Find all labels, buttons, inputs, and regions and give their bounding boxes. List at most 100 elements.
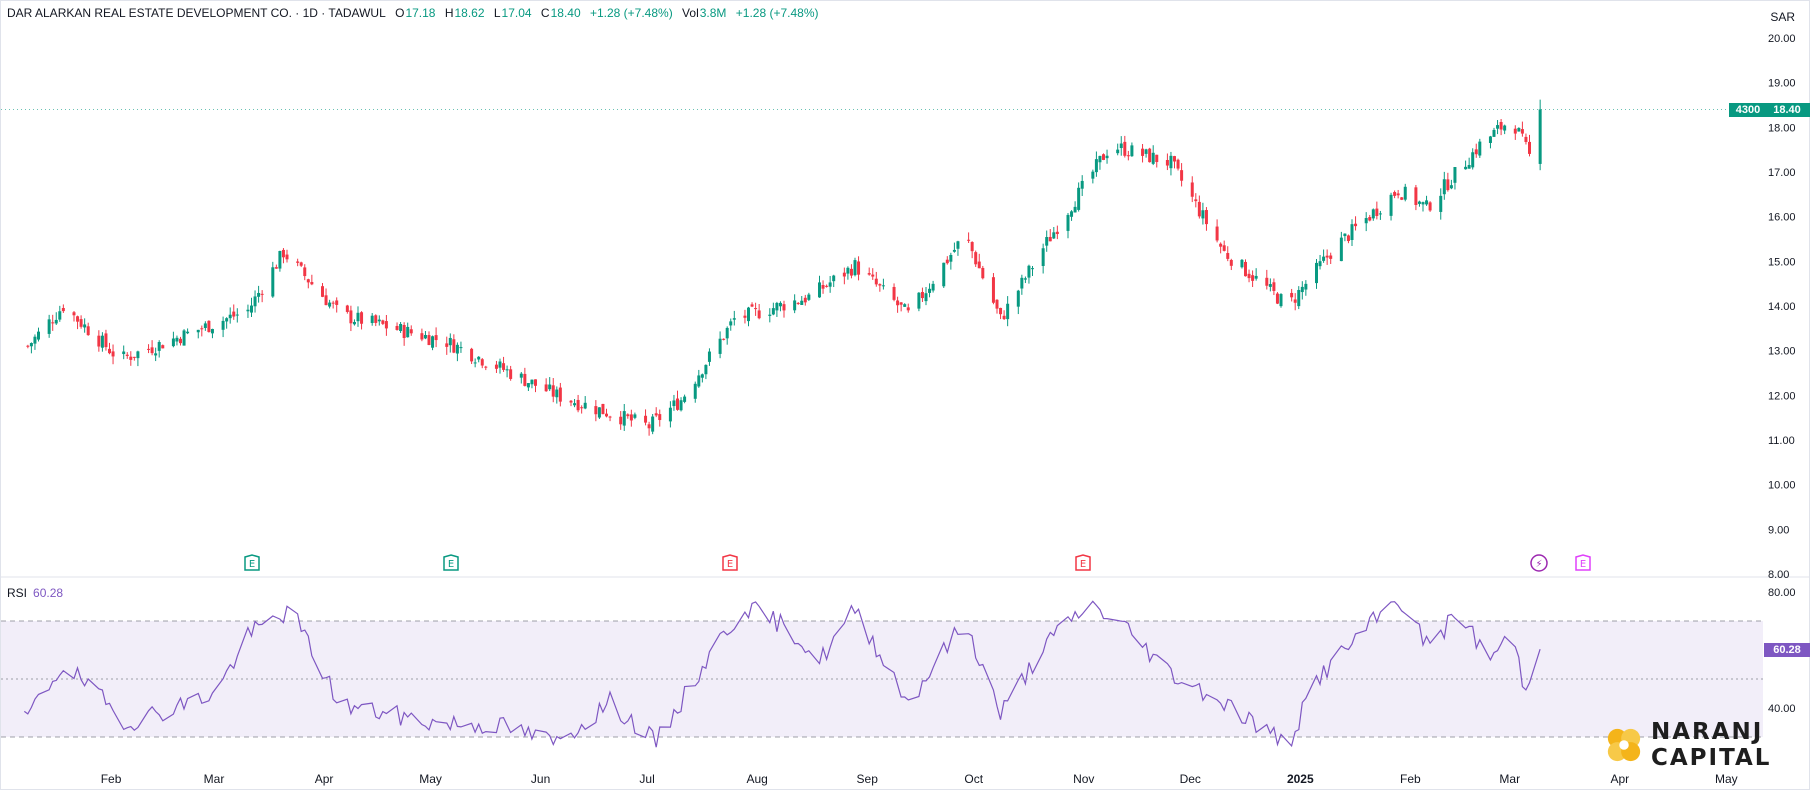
candle-body [995, 299, 999, 309]
candle-body [1400, 197, 1404, 200]
candle-body [1414, 187, 1418, 205]
dividend-flash-icon[interactable]: ⚡ [1530, 554, 1548, 572]
candle-body [704, 364, 708, 375]
rsi-label[interactable]: RSI [7, 586, 28, 600]
candle-body [1478, 141, 1482, 156]
time-axis-label: Jun [531, 772, 550, 786]
candle-body [832, 275, 836, 282]
earnings-marker-icon[interactable]: E [442, 554, 460, 572]
candle-body [991, 277, 995, 303]
candle-body [743, 315, 747, 318]
candle-body [644, 415, 648, 423]
open-label: O [395, 6, 405, 20]
time-axis-label: May [1715, 772, 1738, 786]
candle-body [207, 320, 211, 333]
candle-body [551, 385, 555, 397]
candle-body [729, 321, 733, 326]
candle-body [526, 383, 530, 388]
candle-body [580, 407, 584, 409]
high-value: 18.62 [454, 6, 485, 20]
candle-body [370, 315, 374, 324]
time-axis-label: Nov [1073, 772, 1094, 786]
candle-body [796, 302, 800, 304]
candle-body [952, 249, 956, 252]
candle-body [1513, 128, 1517, 134]
logo: NARANJ CAPITAL [1605, 719, 1771, 771]
candle-body [679, 400, 683, 411]
candle-body [800, 300, 804, 305]
candle-body [842, 272, 846, 277]
candle-body [33, 336, 37, 344]
candle-body [250, 305, 253, 313]
candle-body [1467, 165, 1471, 169]
low-label: L [493, 6, 501, 20]
earnings-marker-icon[interactable]: E [243, 554, 261, 572]
candle-body [1421, 202, 1425, 205]
candle-body [782, 304, 786, 311]
candle-body [271, 267, 275, 297]
candle-body [431, 336, 435, 348]
candle-body [874, 278, 878, 285]
candle-body [452, 339, 456, 353]
candle-body [1464, 166, 1468, 170]
time-axis-label: Jul [639, 772, 654, 786]
candle-body [321, 286, 324, 297]
candle-body [601, 403, 605, 415]
candle-body [1375, 208, 1379, 216]
candle-body [1396, 193, 1400, 196]
earnings-marker-icon[interactable]: E [1574, 554, 1592, 572]
candle-body [892, 286, 896, 300]
candle-body [306, 279, 310, 283]
candle-body [754, 308, 758, 310]
candle-body [235, 314, 239, 316]
candle-body [871, 274, 875, 277]
candle-body [672, 400, 676, 407]
candle-body [374, 315, 378, 323]
candle-body [83, 324, 87, 328]
candle-body [399, 324, 403, 332]
candle-body [335, 300, 339, 305]
symbol-name[interactable]: DAR ALARKAN REAL ESTATE DEVELOPMENT CO. … [7, 6, 386, 20]
earnings-marker-icon[interactable]: E [1074, 554, 1092, 572]
candle-body [356, 312, 360, 322]
candle-body [896, 300, 900, 306]
candle-body [928, 288, 932, 293]
candle-body [434, 335, 438, 341]
candle-body [296, 261, 300, 263]
candle-body [846, 267, 850, 274]
candle-body [210, 328, 214, 334]
candle-body [1173, 156, 1176, 162]
candle-body [150, 347, 154, 354]
candle-body [171, 338, 175, 347]
candle-body [1244, 261, 1247, 277]
candle-body [750, 304, 754, 307]
candle-body [1496, 125, 1500, 129]
candle-body [1339, 237, 1343, 262]
candle-body [1141, 148, 1145, 156]
candle-body [732, 318, 736, 320]
candle-body [1297, 289, 1301, 307]
candle-body [857, 261, 861, 275]
candle-body [970, 242, 974, 252]
candle-body [722, 338, 726, 340]
candle-body [200, 328, 204, 330]
candle-body [899, 302, 903, 305]
candle-body [1091, 171, 1095, 179]
candle-body [1222, 245, 1226, 251]
candle-body [459, 347, 463, 349]
candle-body [1389, 194, 1393, 216]
price-axis-label: 20.00 [1768, 33, 1796, 45]
naranj-logo-icon [1607, 728, 1641, 762]
candle-body [480, 359, 484, 366]
candle-body [768, 314, 772, 316]
candle-body [555, 389, 559, 398]
candle-body [1098, 155, 1102, 163]
candle-body [622, 411, 626, 426]
candle-body [132, 356, 136, 358]
earnings-marker-icon[interactable]: E [721, 554, 739, 572]
candle-body [658, 414, 662, 421]
candle-body [260, 293, 264, 295]
candle-body [324, 295, 328, 306]
candle-body [122, 351, 126, 355]
